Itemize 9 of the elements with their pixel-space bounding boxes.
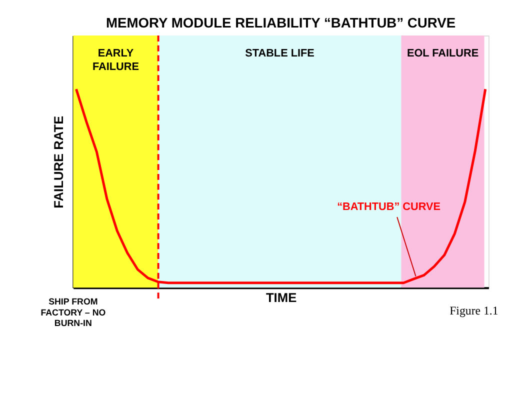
- y-axis-title: FAILURE RATE: [50, 115, 66, 208]
- text: EOL FAILURE: [406, 47, 479, 60]
- annotation: “BATHTUB” CURVE: [337, 201, 440, 214]
- text: STABLE LIFE: [245, 47, 314, 60]
- x-axis-title: TIME: [266, 290, 298, 305]
- caption: Figure 1.1: [450, 303, 498, 318]
- chart-title: MEMORY MODULE RELIABILITY “BATHTUB” CURVE: [106, 14, 456, 31]
- text: EARLY FAILURE: [92, 47, 139, 74]
- text: SHIP FROM FACTORY – NO BURN-IN: [40, 296, 106, 328]
